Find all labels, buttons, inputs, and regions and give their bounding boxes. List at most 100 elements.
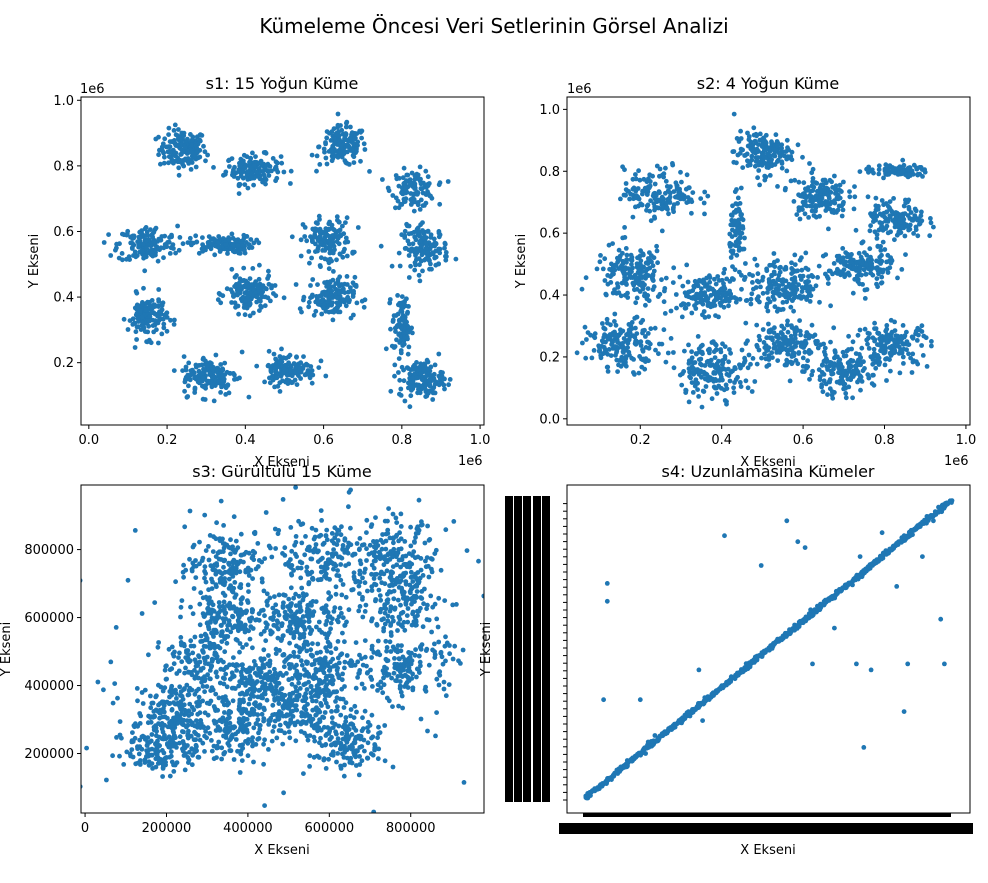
data-point — [263, 294, 268, 300]
data-point — [663, 359, 669, 365]
data-point — [408, 543, 414, 549]
data-point — [634, 275, 640, 281]
data-point — [772, 282, 778, 287]
data-point — [152, 322, 158, 327]
data-point — [777, 269, 783, 275]
data-point — [333, 584, 339, 590]
data-point — [331, 547, 336, 552]
data-point — [237, 569, 243, 575]
data-point — [805, 364, 811, 370]
data-point — [909, 168, 915, 174]
data-point — [216, 234, 222, 239]
data-point — [769, 335, 775, 341]
data-point — [222, 576, 228, 581]
data-point — [361, 141, 367, 147]
data-point — [737, 296, 743, 302]
data-point — [200, 555, 206, 561]
data-point — [808, 350, 814, 355]
data-point — [445, 179, 451, 184]
data-point — [222, 360, 228, 366]
data-point — [876, 362, 882, 367]
data-point — [627, 273, 633, 279]
data-point — [698, 298, 704, 303]
data-point — [659, 194, 665, 200]
data-point — [753, 140, 759, 146]
data-point — [721, 270, 727, 276]
data-point — [419, 243, 424, 249]
data-point — [262, 556, 268, 561]
data-point — [847, 369, 853, 374]
data-point — [128, 234, 134, 240]
data-point — [668, 308, 674, 314]
data-point — [311, 312, 317, 318]
data-point — [663, 190, 668, 196]
data-point — [659, 228, 665, 234]
data-point — [823, 203, 829, 208]
data-point — [846, 361, 852, 367]
data-point — [246, 242, 252, 247]
data-point — [742, 277, 747, 282]
data-point — [633, 172, 638, 177]
data-point — [318, 508, 324, 513]
data-point — [698, 361, 703, 367]
data-point — [272, 366, 278, 372]
data-point — [694, 351, 699, 357]
data-point — [246, 573, 252, 578]
data-point — [298, 369, 304, 375]
data-point — [864, 252, 870, 258]
data-point — [211, 165, 216, 170]
data-point — [813, 193, 819, 199]
data-point — [237, 375, 242, 381]
data-point — [785, 322, 790, 328]
data-point — [691, 366, 696, 371]
data-point — [201, 367, 207, 373]
data-point — [127, 257, 132, 262]
data-point — [408, 248, 414, 254]
data-point — [161, 325, 167, 331]
data-point — [805, 358, 810, 364]
data-point — [818, 182, 824, 188]
data-point — [874, 357, 880, 363]
y-tick-label: 1.0 — [53, 94, 74, 109]
data-point — [792, 336, 798, 341]
data-point — [403, 553, 409, 559]
data-point — [391, 313, 397, 318]
data-point — [326, 266, 332, 272]
data-point — [437, 376, 443, 382]
data-point — [408, 524, 413, 530]
data-point — [707, 273, 712, 279]
data-point — [202, 149, 208, 155]
data-point — [690, 390, 696, 395]
data-point — [418, 197, 424, 203]
data-point — [720, 341, 725, 347]
data-point — [398, 334, 404, 339]
data-point — [722, 266, 727, 272]
data-point — [706, 377, 712, 383]
data-point — [340, 297, 346, 302]
data-point — [689, 210, 694, 216]
data-point — [245, 598, 250, 603]
data-point — [436, 229, 442, 234]
data-point — [280, 378, 285, 384]
data-point — [883, 162, 889, 168]
data-point — [892, 220, 898, 226]
data-point — [164, 144, 169, 150]
data-point — [239, 349, 245, 355]
data-point — [896, 165, 901, 171]
data-point — [218, 362, 224, 367]
data-point — [406, 551, 412, 556]
data-point — [281, 366, 287, 372]
data-point — [784, 299, 790, 305]
data-point — [343, 124, 349, 130]
data-point — [407, 327, 413, 333]
data-point — [659, 172, 665, 178]
data-point — [878, 280, 884, 286]
data-point — [433, 262, 439, 268]
data-point — [266, 362, 271, 368]
data-point — [415, 202, 421, 208]
data-point — [785, 318, 790, 324]
data-point — [334, 257, 339, 263]
data-point — [246, 569, 251, 574]
data-point — [273, 165, 278, 171]
data-point — [177, 157, 183, 163]
